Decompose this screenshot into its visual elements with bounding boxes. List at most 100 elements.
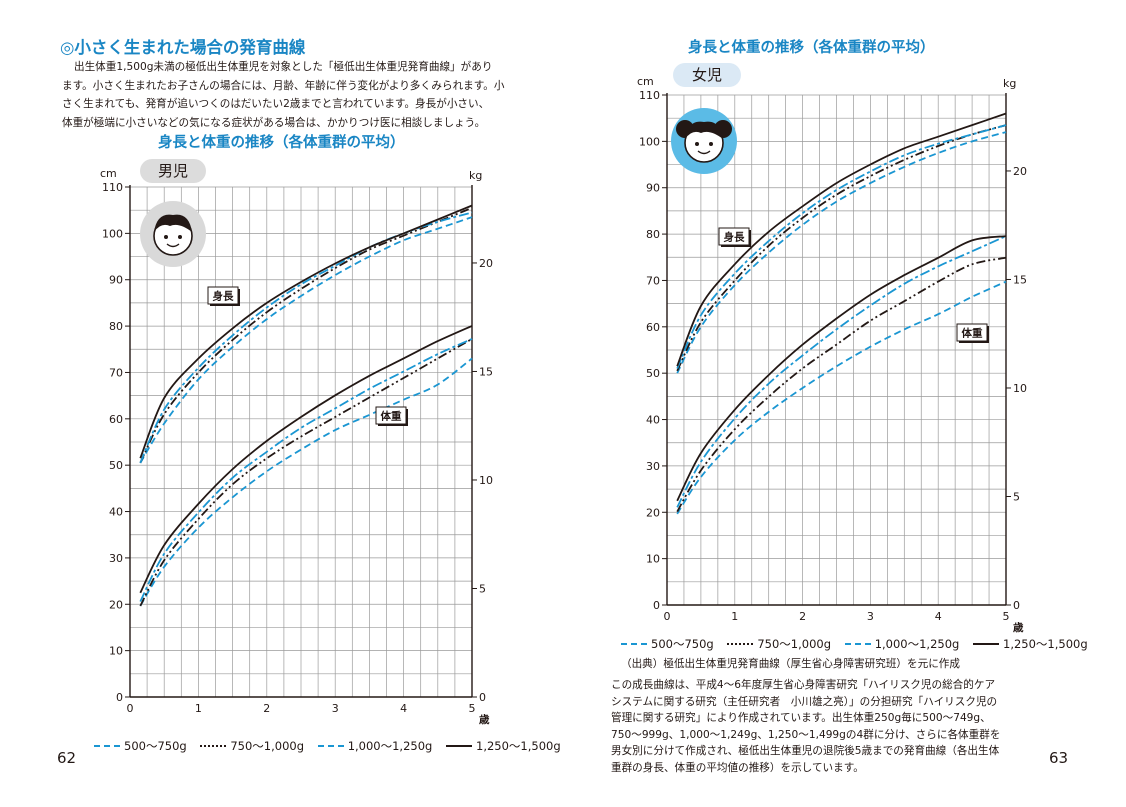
girl-face-icon: [671, 108, 737, 174]
legend-item: 1,250〜1,500g: [973, 636, 1088, 652]
series-2: [676, 124, 1007, 513]
intro-line: 出生体重1,500g未満の極低出生体重児を対象とした「極低出生体重児発育曲線」が…: [74, 61, 493, 73]
series-3: [676, 124, 1007, 508]
y-right-tick-label: 5: [1013, 490, 1020, 503]
x-tick-label: 0: [127, 702, 134, 715]
weight-annotation: 体重: [962, 327, 983, 340]
mouth: [166, 243, 180, 248]
y-left-tick-label: 30: [646, 460, 660, 473]
eye-right: [178, 235, 182, 239]
y-left-tick-label: 60: [109, 413, 123, 426]
height-annotation-box: [207, 286, 239, 305]
y-left-tick-label: 100: [102, 227, 123, 240]
series-height-line: [139, 216, 473, 464]
series-weight-line: [139, 338, 473, 607]
y-left-tick-label: 10: [109, 645, 123, 658]
y-left-tick-label: 90: [646, 182, 660, 195]
page-number-right: 63: [1049, 749, 1069, 767]
series-2: [139, 207, 473, 607]
legend-swatch: [973, 643, 999, 645]
y-left-axis-label: cm: [637, 75, 654, 88]
y-left-tick-label: 40: [646, 414, 660, 427]
series-height-line: [676, 124, 1007, 372]
legend-swatch: [446, 745, 472, 747]
chart-grid: [666, 94, 1007, 606]
legend-swatch: [200, 745, 227, 747]
legend-swatch: [727, 643, 754, 645]
series-weight-line: [676, 235, 1007, 502]
series-weight-line: [139, 357, 473, 607]
legend-swatch: [94, 745, 120, 747]
eye-right: [709, 142, 713, 146]
boys-gender-badge: 男児: [140, 159, 206, 183]
x-tick-label: 2: [799, 610, 806, 623]
legend-label: 750〜1,000g: [230, 739, 305, 753]
legend-swatch: [844, 643, 871, 645]
legend-label: 1,250〜1,500g: [476, 739, 561, 753]
y-left-axis-label: cm: [100, 167, 117, 180]
series-weight-line: [676, 235, 1007, 508]
intro-line: 体重が極端に小さいなどの気になる症状がある場合は、かかりつけ医に相談しましょう。: [62, 116, 486, 129]
series-weight-line: [139, 325, 473, 594]
x-axis-label: 歳: [1013, 621, 1024, 634]
legend-swatch: [317, 745, 344, 747]
legend-label: 1,250〜1,500g: [1003, 637, 1088, 651]
x-tick-label: 4: [400, 702, 407, 715]
legend-item: 750〜1,000g: [727, 636, 831, 652]
y-left-tick-label: 30: [109, 552, 123, 565]
weight-annotation-box: [375, 406, 407, 425]
series-height-line: [139, 207, 473, 464]
y-left-tick-label: 20: [646, 506, 660, 519]
series-1: [676, 131, 1007, 515]
y-right-tick-label: 0: [1013, 599, 1020, 612]
x-tick-label: 5: [1003, 610, 1010, 623]
series-4: [139, 204, 473, 594]
source-citation: （出典）極低出生体重児発育曲線（厚生省心身障害研究班）を元に作成: [621, 658, 960, 670]
y-right-tick-label: 15: [479, 365, 493, 378]
y-left-tick-label: 60: [646, 321, 660, 334]
legend-item: 1,250〜1,500g: [446, 738, 561, 754]
section-title: ◎小さく生まれた場合の発育曲線: [60, 38, 306, 57]
y-left-tick-label: 100: [639, 135, 660, 148]
y-left-tick-label: 10: [646, 553, 660, 566]
y-left-tick-label: 0: [653, 599, 660, 612]
series-height-line: [676, 131, 1007, 374]
series-4: [676, 112, 1007, 502]
eye-left: [695, 142, 699, 146]
height-annotation-box: [718, 227, 750, 246]
intro-paragraph: 出生体重1,500g未満の極低出生体重児を対象とした「極低出生体重児発育曲線」が…: [62, 58, 532, 132]
legend-label: 1,000〜1,250g: [347, 739, 433, 753]
legend-item: 500〜750g: [94, 738, 187, 754]
weight-annotation: 体重: [381, 410, 402, 423]
y-left-tick-label: 90: [109, 274, 123, 287]
note-line: 管理に関する研究」により作成されています。出生体重250g毎に500〜749g、: [611, 712, 991, 724]
note-line: この成長曲線は、平成4〜6年度厚生省心身障害研究「ハイリスク児の総合的ケア: [611, 679, 996, 691]
page-number-left: 62: [57, 749, 77, 767]
y-left-tick-label: 20: [109, 598, 123, 611]
y-left-tick-label: 50: [646, 367, 660, 380]
x-tick-label: 5: [469, 702, 476, 715]
y-left-tick-label: 110: [102, 181, 123, 194]
weight-annotation-box: [956, 323, 988, 342]
y-right-tick-label: 20: [479, 257, 493, 270]
y-right-tick-label: 0: [479, 691, 486, 704]
legend-label: 500〜750g: [124, 739, 187, 753]
eye-left: [164, 235, 168, 239]
x-tick-label: 3: [867, 610, 874, 623]
legend-label: 1,000〜1,250g: [874, 637, 960, 651]
note-line: 男女別に分けて作成され、極低出生体重児の退院後5歳までの発育曲線（各出生体: [611, 745, 1000, 757]
girls-gender-badge: 女児: [673, 63, 741, 87]
y-right-tick-label: 5: [479, 582, 486, 595]
series-height-line: [139, 204, 473, 459]
series-3: [139, 211, 473, 602]
boys-chart-title: 身長と体重の推移（各体重群の平均）: [158, 135, 405, 151]
series-weight-line: [139, 338, 473, 602]
note-line: 750〜999g、1,000〜1,249g、1,250〜1,499gの4群に分け…: [611, 728, 1001, 741]
mouth: [697, 150, 711, 155]
y-right-tick-label: 15: [1013, 273, 1027, 286]
legend-label: 500〜750g: [651, 637, 714, 651]
y-right-tick-label: 10: [1013, 382, 1027, 395]
x-axis-label: 歳: [479, 713, 490, 726]
girls-chart-legend: 500〜750g 750〜1,000g 1,000〜1,250g 1,250〜1…: [621, 634, 1098, 652]
